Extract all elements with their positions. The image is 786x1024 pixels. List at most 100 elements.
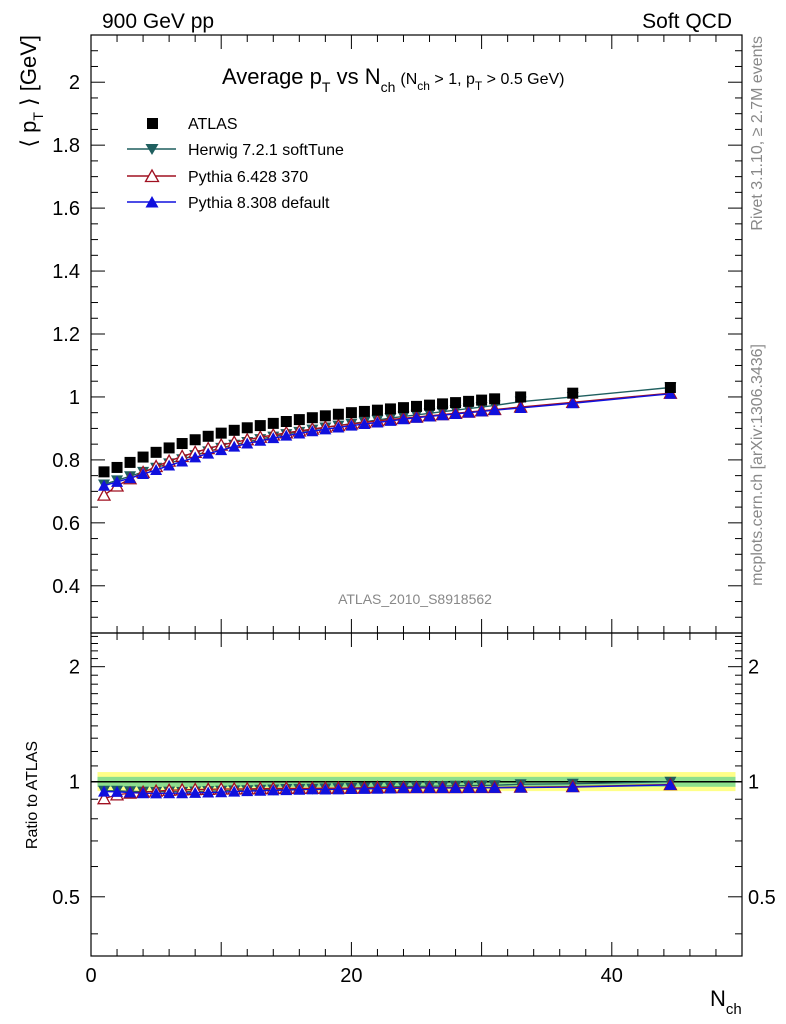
ratio-data-point xyxy=(664,778,677,790)
ratio-data-point xyxy=(384,782,397,794)
ratio-y-tick-label-right: 2 xyxy=(748,657,759,679)
data-point xyxy=(371,416,384,428)
data-point xyxy=(319,423,332,435)
main-y-tick-label: 1.8 xyxy=(52,135,80,157)
data-point xyxy=(410,411,423,423)
series-pythia-8-308-default xyxy=(98,387,677,491)
legend-marker-pythia6 xyxy=(144,168,160,183)
ratio-series-line xyxy=(104,784,671,795)
ratio-data-point xyxy=(332,783,345,795)
data-point xyxy=(332,408,344,420)
data-point xyxy=(176,438,188,450)
legend-label-pythia6: Pythia 6.428 370 xyxy=(188,169,308,186)
ratio-data-point xyxy=(475,781,488,793)
ratio-data-point xyxy=(96,791,112,805)
main-y-tick-label: 1.6 xyxy=(52,198,80,220)
analysis-watermark: ATLAS_2010_S8918562 xyxy=(338,591,492,607)
ratio-ylabel: Ratio to ATLAS xyxy=(24,741,41,849)
data-point xyxy=(371,404,383,416)
data-point xyxy=(137,468,150,480)
legend-entry-pythia8: Pythia 8.308 default xyxy=(127,195,330,212)
data-point xyxy=(150,446,162,458)
ratio-data-point xyxy=(514,781,527,793)
side-label-rivet: Rivet 3.1.10, ≥ 2.7M events xyxy=(749,36,766,231)
ratio-data-point xyxy=(267,784,280,796)
ratio-data-point xyxy=(306,783,319,795)
series-herwig-7-2-1-softtune xyxy=(98,382,677,491)
ratio-panel: 0.5 0.51 12 20 20 40 Ratio to ATLAS Nch xyxy=(24,632,776,1018)
ratio-data-point xyxy=(293,783,306,795)
ratio-data-point xyxy=(397,782,410,794)
data-point xyxy=(202,430,214,442)
data-point xyxy=(463,395,475,407)
ratio-data-point xyxy=(254,784,267,796)
data-point xyxy=(345,419,358,431)
legend-label-herwig: Herwig 7.2.1 softTune xyxy=(188,142,344,159)
data-point xyxy=(384,414,397,426)
main-panel: 0.4 0.6 0.8 1 1.2 1.4 1.6 1.8 2 Average pT vs Nc… xyxy=(16,34,743,634)
legend: ATLAS Herwig 7.2.1 softTune Pythia 6.428… xyxy=(127,116,344,212)
data-point xyxy=(98,466,110,478)
ratio-data-point xyxy=(176,787,189,799)
data-point xyxy=(241,437,254,449)
ratio-data-point xyxy=(228,785,241,797)
data-point xyxy=(267,432,280,444)
data-point xyxy=(124,472,137,484)
header-right: Soft QCD xyxy=(642,10,732,33)
main-ylabel: ⟨ pT ⟩ [GeV] xyxy=(16,35,46,148)
data-point xyxy=(514,401,527,413)
data-point xyxy=(306,412,318,424)
data-point xyxy=(462,406,475,418)
data-point xyxy=(163,442,175,454)
ratio-y-tick-label-left: 0.5 xyxy=(52,887,80,909)
main-series xyxy=(96,382,678,501)
data-point xyxy=(202,447,215,459)
data-point xyxy=(293,414,305,426)
data-point xyxy=(267,417,279,429)
x-tick-label: 20 xyxy=(340,965,362,987)
data-point xyxy=(488,404,501,416)
side-label-mcplots: mcplots.cern.ch [arXiv:1306.3436] xyxy=(749,344,766,586)
data-point xyxy=(241,422,253,434)
main-y-tick-label: 1 xyxy=(69,387,80,409)
data-point xyxy=(664,382,676,394)
series-line xyxy=(103,393,671,487)
legend-marker-pythia8 xyxy=(145,196,159,208)
main-y-tick-label: 1.2 xyxy=(52,324,80,346)
ratio-data-point xyxy=(423,781,436,793)
legend-entry-pythia6: Pythia 6.428 370 xyxy=(127,168,308,186)
data-point xyxy=(423,410,436,422)
ratio-data-point xyxy=(488,781,501,793)
x-axis-label: Nch xyxy=(710,986,742,1018)
data-point xyxy=(384,403,396,415)
ratio-data-point xyxy=(358,782,371,794)
data-point xyxy=(306,425,319,437)
legend-marker-atlas xyxy=(147,118,158,129)
header-left: 900 GeV pp xyxy=(102,10,214,33)
data-point xyxy=(424,399,436,411)
ratio-y-tick-label-left: 2 xyxy=(69,657,80,679)
data-point xyxy=(150,463,163,475)
data-point xyxy=(449,407,462,419)
ratio-data-point xyxy=(462,781,475,793)
data-point xyxy=(254,420,266,432)
legend-marker-herwig xyxy=(145,144,159,155)
data-point xyxy=(176,455,189,467)
ratio-data-point xyxy=(124,786,137,798)
ratio-data-point xyxy=(163,787,176,799)
data-point xyxy=(436,409,449,421)
data-point xyxy=(163,459,176,471)
main-y-tick-label: 0.6 xyxy=(52,513,80,535)
main-y-tick-label: 0.8 xyxy=(52,450,80,472)
data-point xyxy=(437,398,449,410)
data-point xyxy=(280,415,292,427)
ratio-data-point xyxy=(280,784,293,796)
ratio-data-point xyxy=(137,787,150,799)
ratio-data-point xyxy=(436,781,449,793)
data-point xyxy=(111,461,123,473)
data-point xyxy=(489,393,501,405)
ratio-data-point xyxy=(371,782,384,794)
data-point xyxy=(189,434,201,446)
series-atlas xyxy=(98,382,676,478)
